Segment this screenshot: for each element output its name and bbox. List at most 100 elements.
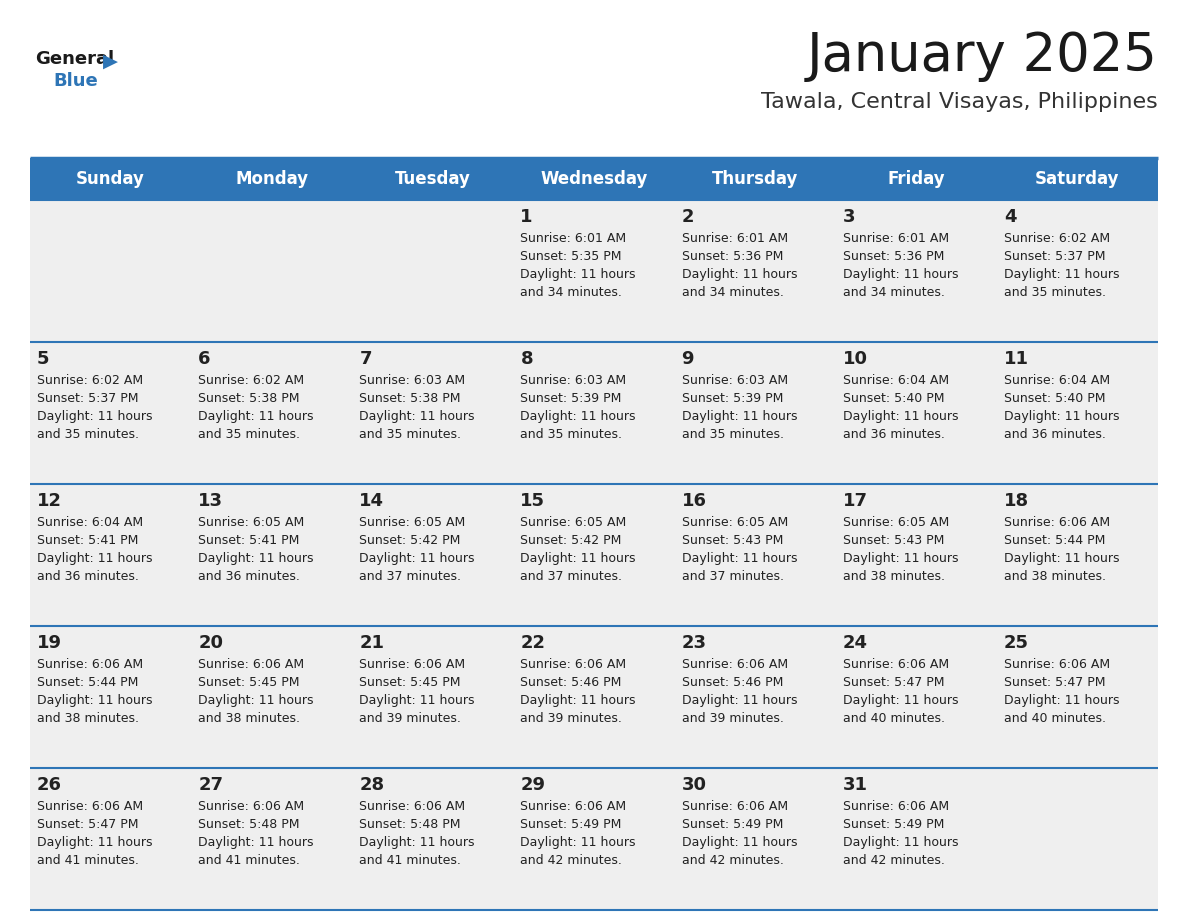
Text: 1: 1 [520, 208, 533, 226]
Text: Sunrise: 6:01 AM
Sunset: 5:36 PM
Daylight: 11 hours
and 34 minutes.: Sunrise: 6:01 AM Sunset: 5:36 PM Dayligh… [842, 232, 959, 299]
Text: Sunrise: 6:05 AM
Sunset: 5:43 PM
Daylight: 11 hours
and 38 minutes.: Sunrise: 6:05 AM Sunset: 5:43 PM Dayligh… [842, 516, 959, 583]
Bar [353, 484, 513, 626]
Bar [353, 342, 513, 484]
Text: 16: 16 [682, 492, 707, 510]
Text: 19: 19 [37, 634, 62, 652]
Text: Thursday: Thursday [712, 170, 798, 188]
Text: 24: 24 [842, 634, 867, 652]
Bar [675, 626, 835, 768]
Bar [513, 626, 675, 768]
Text: 8: 8 [520, 350, 533, 368]
Bar [997, 200, 1158, 342]
Bar [353, 200, 513, 342]
Text: Friday: Friday [887, 170, 946, 188]
Bar [191, 768, 353, 910]
Text: Sunrise: 6:06 AM
Sunset: 5:49 PM
Daylight: 11 hours
and 42 minutes.: Sunrise: 6:06 AM Sunset: 5:49 PM Dayligh… [520, 800, 636, 867]
Text: Sunrise: 6:05 AM
Sunset: 5:43 PM
Daylight: 11 hours
and 37 minutes.: Sunrise: 6:05 AM Sunset: 5:43 PM Dayligh… [682, 516, 797, 583]
Bar [30, 768, 191, 910]
Bar [835, 768, 997, 910]
Text: Blue: Blue [53, 72, 97, 90]
Text: 11: 11 [1004, 350, 1029, 368]
Bar [30, 484, 191, 626]
Bar [997, 342, 1158, 484]
Text: Tuesday: Tuesday [394, 170, 470, 188]
Bar [675, 484, 835, 626]
Bar [513, 342, 675, 484]
Text: 17: 17 [842, 492, 867, 510]
Text: Sunrise: 6:03 AM
Sunset: 5:39 PM
Daylight: 11 hours
and 35 minutes.: Sunrise: 6:03 AM Sunset: 5:39 PM Dayligh… [520, 374, 636, 441]
Text: 6: 6 [198, 350, 210, 368]
Text: Sunrise: 6:06 AM
Sunset: 5:46 PM
Daylight: 11 hours
and 39 minutes.: Sunrise: 6:06 AM Sunset: 5:46 PM Dayligh… [520, 658, 636, 725]
Text: 5: 5 [37, 350, 50, 368]
Text: 31: 31 [842, 776, 867, 794]
Text: 25: 25 [1004, 634, 1029, 652]
Bar [513, 158, 675, 200]
Text: Sunrise: 6:06 AM
Sunset: 5:48 PM
Daylight: 11 hours
and 41 minutes.: Sunrise: 6:06 AM Sunset: 5:48 PM Dayligh… [198, 800, 314, 867]
Text: Sunrise: 6:06 AM
Sunset: 5:49 PM
Daylight: 11 hours
and 42 minutes.: Sunrise: 6:06 AM Sunset: 5:49 PM Dayligh… [682, 800, 797, 867]
Bar [835, 626, 997, 768]
Text: Sunrise: 6:05 AM
Sunset: 5:42 PM
Daylight: 11 hours
and 37 minutes.: Sunrise: 6:05 AM Sunset: 5:42 PM Dayligh… [520, 516, 636, 583]
Text: 20: 20 [198, 634, 223, 652]
Text: Sunrise: 6:06 AM
Sunset: 5:48 PM
Daylight: 11 hours
and 41 minutes.: Sunrise: 6:06 AM Sunset: 5:48 PM Dayligh… [359, 800, 475, 867]
Text: Sunrise: 6:06 AM
Sunset: 5:45 PM
Daylight: 11 hours
and 39 minutes.: Sunrise: 6:06 AM Sunset: 5:45 PM Dayligh… [359, 658, 475, 725]
Text: Sunrise: 6:03 AM
Sunset: 5:39 PM
Daylight: 11 hours
and 35 minutes.: Sunrise: 6:03 AM Sunset: 5:39 PM Dayligh… [682, 374, 797, 441]
Text: 12: 12 [37, 492, 62, 510]
Text: ▶: ▶ [103, 52, 118, 71]
Text: Sunrise: 6:04 AM
Sunset: 5:41 PM
Daylight: 11 hours
and 36 minutes.: Sunrise: 6:04 AM Sunset: 5:41 PM Dayligh… [37, 516, 152, 583]
Text: 22: 22 [520, 634, 545, 652]
Bar [997, 768, 1158, 910]
Bar [353, 626, 513, 768]
Bar [835, 200, 997, 342]
Bar [30, 200, 191, 342]
Text: Sunrise: 6:01 AM
Sunset: 5:35 PM
Daylight: 11 hours
and 34 minutes.: Sunrise: 6:01 AM Sunset: 5:35 PM Dayligh… [520, 232, 636, 299]
Text: Sunrise: 6:04 AM
Sunset: 5:40 PM
Daylight: 11 hours
and 36 minutes.: Sunrise: 6:04 AM Sunset: 5:40 PM Dayligh… [1004, 374, 1119, 441]
Text: 9: 9 [682, 350, 694, 368]
Bar [353, 768, 513, 910]
Text: 3: 3 [842, 208, 855, 226]
Text: January 2025: January 2025 [807, 30, 1158, 82]
Text: Sunrise: 6:02 AM
Sunset: 5:37 PM
Daylight: 11 hours
and 35 minutes.: Sunrise: 6:02 AM Sunset: 5:37 PM Dayligh… [1004, 232, 1119, 299]
Bar [675, 342, 835, 484]
Bar [997, 484, 1158, 626]
Bar [513, 484, 675, 626]
Text: Sunrise: 6:06 AM
Sunset: 5:49 PM
Daylight: 11 hours
and 42 minutes.: Sunrise: 6:06 AM Sunset: 5:49 PM Dayligh… [842, 800, 959, 867]
Text: Sunrise: 6:01 AM
Sunset: 5:36 PM
Daylight: 11 hours
and 34 minutes.: Sunrise: 6:01 AM Sunset: 5:36 PM Dayligh… [682, 232, 797, 299]
Bar [675, 200, 835, 342]
Text: Sunrise: 6:05 AM
Sunset: 5:42 PM
Daylight: 11 hours
and 37 minutes.: Sunrise: 6:05 AM Sunset: 5:42 PM Dayligh… [359, 516, 475, 583]
Bar [191, 484, 353, 626]
Bar [191, 342, 353, 484]
Bar [191, 158, 353, 200]
Bar [191, 200, 353, 342]
Text: Saturday: Saturday [1035, 170, 1119, 188]
Bar [997, 158, 1158, 200]
Bar [835, 484, 997, 626]
Text: Sunrise: 6:06 AM
Sunset: 5:47 PM
Daylight: 11 hours
and 40 minutes.: Sunrise: 6:06 AM Sunset: 5:47 PM Dayligh… [842, 658, 959, 725]
Text: 10: 10 [842, 350, 867, 368]
Bar [30, 626, 191, 768]
Text: Tawala, Central Visayas, Philippines: Tawala, Central Visayas, Philippines [762, 92, 1158, 112]
Text: 14: 14 [359, 492, 384, 510]
Text: 27: 27 [198, 776, 223, 794]
Bar [835, 342, 997, 484]
Text: 13: 13 [198, 492, 223, 510]
Text: Sunday: Sunday [76, 170, 145, 188]
Text: Sunrise: 6:06 AM
Sunset: 5:47 PM
Daylight: 11 hours
and 41 minutes.: Sunrise: 6:06 AM Sunset: 5:47 PM Dayligh… [37, 800, 152, 867]
Text: Monday: Monday [235, 170, 308, 188]
Bar [30, 342, 191, 484]
Bar [353, 158, 513, 200]
Text: Sunrise: 6:04 AM
Sunset: 5:40 PM
Daylight: 11 hours
and 36 minutes.: Sunrise: 6:04 AM Sunset: 5:40 PM Dayligh… [842, 374, 959, 441]
Text: General: General [34, 50, 114, 68]
Bar [191, 626, 353, 768]
Text: 4: 4 [1004, 208, 1017, 226]
Text: 30: 30 [682, 776, 707, 794]
Text: Sunrise: 6:06 AM
Sunset: 5:46 PM
Daylight: 11 hours
and 39 minutes.: Sunrise: 6:06 AM Sunset: 5:46 PM Dayligh… [682, 658, 797, 725]
Text: Sunrise: 6:06 AM
Sunset: 5:45 PM
Daylight: 11 hours
and 38 minutes.: Sunrise: 6:06 AM Sunset: 5:45 PM Dayligh… [198, 658, 314, 725]
Text: Sunrise: 6:03 AM
Sunset: 5:38 PM
Daylight: 11 hours
and 35 minutes.: Sunrise: 6:03 AM Sunset: 5:38 PM Dayligh… [359, 374, 475, 441]
Bar [835, 158, 997, 200]
Text: 29: 29 [520, 776, 545, 794]
Text: Sunrise: 6:05 AM
Sunset: 5:41 PM
Daylight: 11 hours
and 36 minutes.: Sunrise: 6:05 AM Sunset: 5:41 PM Dayligh… [198, 516, 314, 583]
Bar [997, 626, 1158, 768]
Text: 7: 7 [359, 350, 372, 368]
Text: Sunrise: 6:02 AM
Sunset: 5:38 PM
Daylight: 11 hours
and 35 minutes.: Sunrise: 6:02 AM Sunset: 5:38 PM Dayligh… [198, 374, 314, 441]
Text: 26: 26 [37, 776, 62, 794]
